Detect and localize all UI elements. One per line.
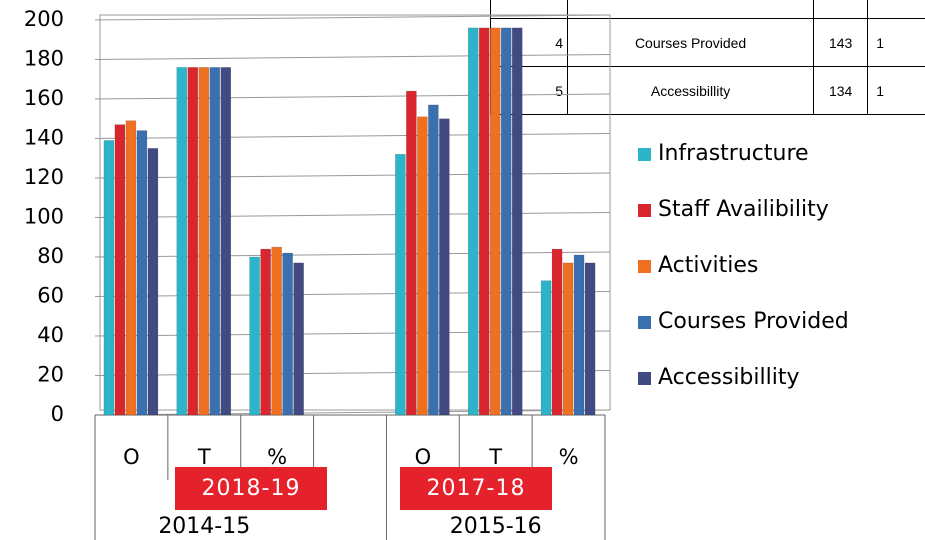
x-tick-label: % xyxy=(559,445,579,469)
bar xyxy=(417,116,428,416)
x-tick-label: % xyxy=(267,445,287,469)
bar xyxy=(511,27,523,416)
bar xyxy=(209,67,221,416)
badge: 2018-19 xyxy=(175,467,327,510)
y-tick-label: 180 xyxy=(24,47,64,71)
legend-label: Activities xyxy=(658,253,758,278)
table-cell: 1 xyxy=(867,66,925,115)
y-tick-label: 200 xyxy=(24,7,64,31)
table-cell: Accessibillity xyxy=(567,66,815,115)
x-tick-label: O xyxy=(123,445,140,469)
bar xyxy=(500,27,512,416)
bar xyxy=(293,262,304,416)
bar xyxy=(562,262,574,416)
bar xyxy=(125,120,137,416)
y-tick-label: 0 xyxy=(51,402,64,426)
bar xyxy=(395,154,406,416)
bar xyxy=(103,140,115,416)
bar xyxy=(198,67,210,416)
legend-swatch xyxy=(638,372,651,385)
table-row: 5 Accessibillity 134 1 xyxy=(489,66,925,115)
bar xyxy=(540,280,552,416)
grid-line xyxy=(94,172,611,179)
legend-swatch xyxy=(638,260,651,273)
legend-swatch xyxy=(638,148,651,161)
grid-line xyxy=(94,54,611,60)
grid-line xyxy=(94,212,611,218)
bar xyxy=(489,27,501,416)
bar xyxy=(439,118,450,416)
grid-line xyxy=(94,370,611,376)
bar xyxy=(249,256,260,416)
bar xyxy=(282,252,293,416)
badge: 2017-18 xyxy=(400,467,552,510)
grid-line xyxy=(94,330,611,337)
y-tick-label: 40 xyxy=(37,323,64,347)
legend-label: Staff Availibility xyxy=(658,197,829,222)
bar xyxy=(271,246,282,416)
y-tick-label: 100 xyxy=(24,205,64,229)
y-tick-label: 140 xyxy=(24,126,64,150)
group-label: 2014-15 xyxy=(158,514,250,539)
y-tick-label: 20 xyxy=(37,363,64,387)
bar xyxy=(584,262,596,416)
grid-line xyxy=(94,14,611,21)
grid-line xyxy=(94,93,611,100)
bar xyxy=(176,67,188,416)
bar xyxy=(187,67,199,416)
table-cell: 134 xyxy=(813,66,869,115)
plot-wall xyxy=(99,14,611,411)
grid-line xyxy=(94,291,611,297)
bar xyxy=(428,104,439,416)
legend-swatch xyxy=(638,204,651,217)
y-tick-label: 60 xyxy=(37,284,64,308)
grid-line xyxy=(94,133,611,139)
y-tick-label: 120 xyxy=(24,165,64,189)
bar xyxy=(551,248,563,416)
legend-swatch xyxy=(638,316,651,329)
grid-line xyxy=(94,409,611,416)
bar xyxy=(136,130,148,416)
x-tick-label: T xyxy=(197,445,211,469)
grid-line xyxy=(94,251,611,258)
table-cell: Courses Provided xyxy=(567,18,815,67)
bar xyxy=(220,67,232,416)
legend-label: Accessibillity xyxy=(658,365,800,390)
legend-label: Courses Provided xyxy=(658,309,849,334)
bar xyxy=(260,248,271,416)
bar xyxy=(467,27,479,416)
x-tick-label: T xyxy=(488,445,502,469)
bar xyxy=(478,27,490,416)
table-cell: 1 xyxy=(867,18,925,67)
bar xyxy=(406,90,417,416)
bar xyxy=(147,148,159,416)
bar xyxy=(573,254,585,416)
group-label: 2015-16 xyxy=(450,514,542,539)
legend-label: Infrastructure xyxy=(658,141,809,166)
bar xyxy=(114,124,126,416)
x-tick-label: O xyxy=(415,445,432,469)
y-tick-label: 160 xyxy=(24,86,64,110)
y-tick-label: 80 xyxy=(37,244,64,268)
table-row xyxy=(489,0,925,19)
